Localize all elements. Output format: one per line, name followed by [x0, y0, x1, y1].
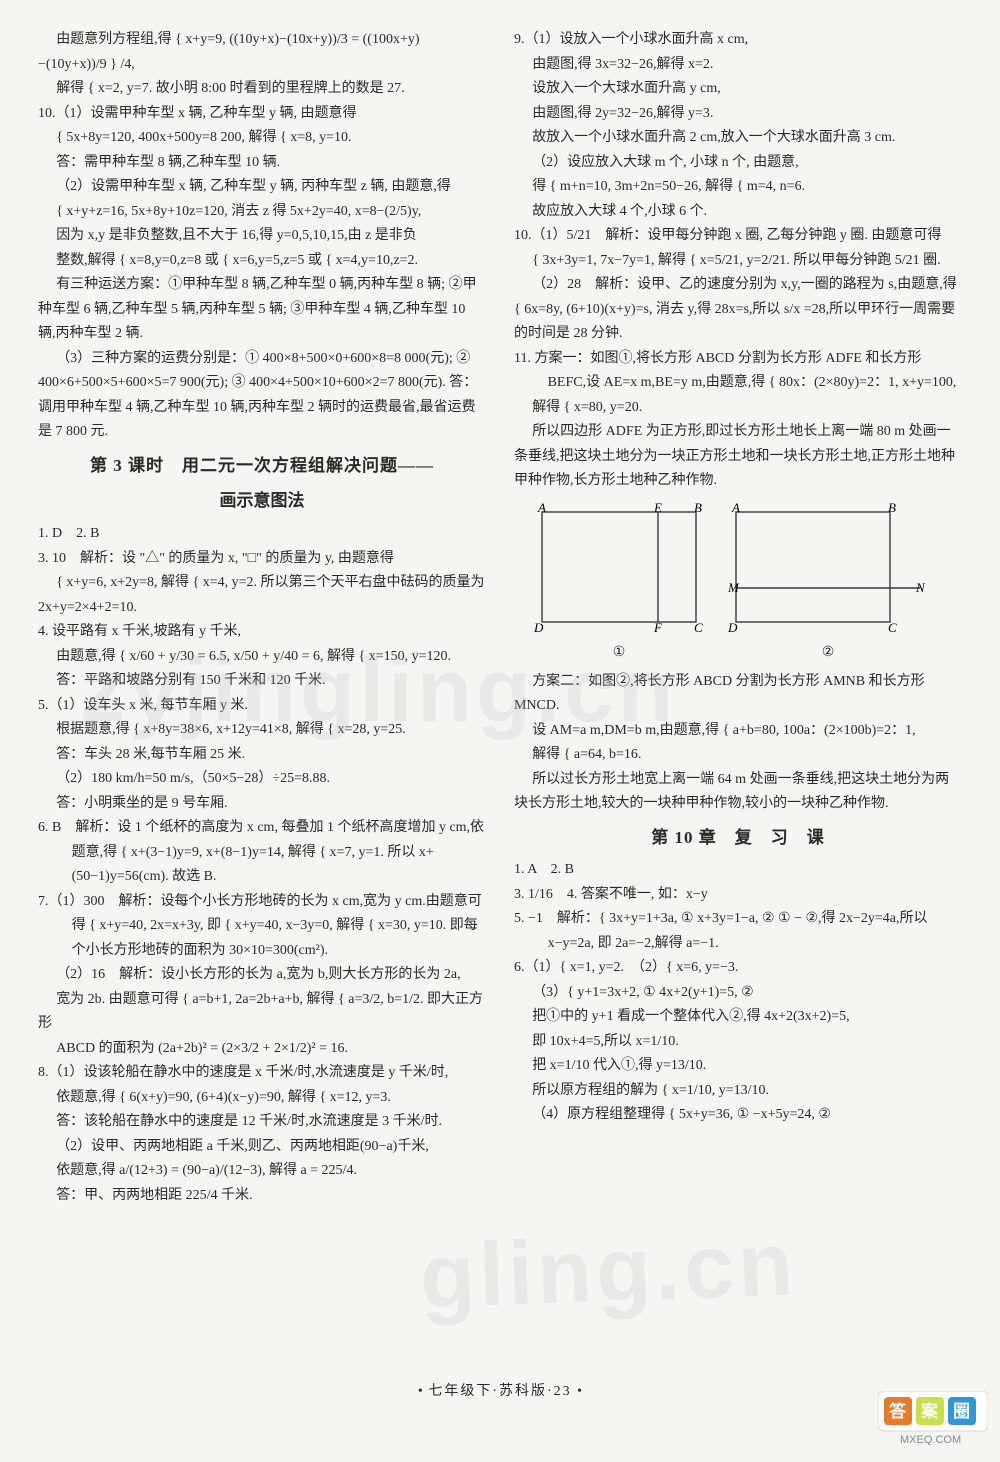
text: 由题意列方程组,得 { x+y=9, ((10y+x)−(10x+y))/3 =…	[38, 28, 486, 77]
text: 整数,解得 { x=8,y=0,z=8 或 { x=6,y=5,z=5 或 { …	[38, 249, 486, 274]
svg-text:A: A	[537, 502, 546, 515]
q8: 8.（1）设该轮船在静水中的速度是 x 千米/时,水流速度是 y 千米/时,	[38, 1061, 486, 1086]
diagram-1-caption: ①	[534, 641, 704, 666]
diagram-2: A B M N D C ②	[728, 502, 928, 666]
svg-text:答: 答	[889, 1401, 907, 1421]
text: 由题意,得 { x/60 + y/30 = 6.5, x/50 + y/40 =…	[38, 645, 486, 670]
rq5: 5. −1 解析：{ 3x+y=1+3a, ① x+3y=1−a, ② ① − …	[514, 907, 962, 956]
text: 即 10x+4=5,所以 x=1/10.	[514, 1030, 962, 1055]
svg-text:圈: 圈	[953, 1402, 970, 1421]
q10-1: 10.（1）设需甲种车型 x 辆, 乙种车型 y 辆, 由题意得	[38, 102, 486, 127]
q4: 4. 设平路有 x 千米,坡路有 y 千米,	[38, 620, 486, 645]
text: 故放入一个小球水面升高 2 cm,放入一个大球水面升高 3 cm.	[514, 126, 962, 151]
text: 所以原方程组的解为 { x=1/10, y=13/10.	[514, 1079, 962, 1104]
svg-text:D: D	[728, 620, 738, 632]
section-subheading: 画示意图法	[38, 486, 486, 516]
text: 宽为 2b. 由题意可得 { a=b+1, 2a=2b+a+b, 解得 { a=…	[38, 988, 486, 1037]
svg-text:C: C	[888, 620, 897, 632]
page: 由题意列方程组,得 { x+y=9, ((10y+x)−(10x+y))/3 =…	[0, 0, 1000, 1400]
q7: 7.（1）300 解析：设每个小长方形地砖的长为 x cm,宽为 y cm.由题…	[38, 890, 486, 964]
text: 得 { m+n=10, 3m+2n=50−26, 解得 { m=4, n=6.	[514, 175, 962, 200]
svg-text:F: F	[653, 620, 663, 632]
text: 答：车头 28 米,每节车厢 25 米.	[38, 743, 486, 768]
q11: 11. 方案一：如图①,将长方形 ABCD 分割为长方形 ADFE 和长方形 B…	[514, 347, 962, 396]
text: { x+y=6, x+2y=8, 解得 { x=4, y=2. 所以第三个天平右…	[38, 571, 486, 620]
text: 设放入一个大球水面升高 y cm,	[514, 77, 962, 102]
rq1: 1. A 2. B	[514, 858, 962, 883]
q5: 5.（1）设车头 x 米, 每节车厢 y 米.	[38, 694, 486, 719]
rq3: 3. 1/16 4. 答案不唯一, 如：x−y	[514, 883, 962, 908]
diagram-2-svg: A B M N D C	[728, 502, 928, 632]
text: （2）设应放入大球 m 个, 小球 n 个, 由题意,	[514, 151, 962, 176]
text: （2）180 km/h=50 m/s,（50×5−28）÷25=8.88.	[38, 767, 486, 792]
q3: 3. 10 解析：设 "△" 的质量为 x, "□" 的质量为 y, 由题意得	[38, 547, 486, 572]
section-heading: 第 3 课时 用二元一次方程组解决问题——	[38, 451, 486, 481]
text: 解得 { x=2, y=7. 故小明 8:00 时看到的里程牌上的数是 27.	[38, 77, 486, 102]
text: 把①中的 y+1 看成一个整体代入②,得 4x+2(3x+2)=5,	[514, 1005, 962, 1030]
svg-text:C: C	[694, 620, 703, 632]
text: 方案二：如图②,将长方形 ABCD 分割为长方形 AMNB 和长方形 MNCD.	[514, 670, 962, 719]
text: 依题意,得 { 6(x+y)=90, (6+4)(x−y)=90, 解得 { x…	[38, 1086, 486, 1111]
text: （2）设甲、丙两地相距 a 千米,则乙、丙两地相距(90−a)千米,	[38, 1135, 486, 1160]
text: （4）原方程组整理得 { 5x+y=36, ① −x+5y=24, ②	[514, 1103, 962, 1128]
page-footer: • 七年级下·苏科版·23 •	[0, 1380, 1000, 1400]
q10r: 10.（1）5/21 解析：设甲每分钟跑 x 圈, 乙每分钟跑 y 圈. 由题意…	[514, 224, 962, 249]
svg-text:A: A	[731, 502, 740, 515]
text: 有三种运送方案：①甲种车型 8 辆,乙种车型 0 辆,丙种车型 8 辆; ②甲种…	[38, 273, 486, 347]
svg-text:M: M	[728, 580, 740, 595]
text: 答：甲、丙两地相距 225/4 千米.	[38, 1184, 486, 1209]
text: { 5x+8y=120, 400x+500y=8 200, 解得 { x=8, …	[38, 126, 486, 151]
review-heading: 第 10 章 复 习 课	[514, 823, 962, 853]
diagram-1: A E B D F C ①	[534, 502, 704, 666]
text: 解得 { x=80, y=20.	[514, 396, 962, 421]
right-column: 9.（1）设放入一个小球水面升高 x cm, 由题图,得 3x=32−26,解得…	[514, 28, 962, 1388]
text: 所以过长方形土地宽上离一端 64 m 处画一条垂线,把这块土地分为两块长方形土地…	[514, 768, 962, 817]
text: （3）{ y+1=3x+2, ① 4x+2(y+1)=5, ②	[514, 981, 962, 1006]
text: 设 AM=a m,DM=b m,由题意,得 { a+b=80, 100a：(2×…	[514, 719, 962, 744]
text: 解得 { a=64, b=16.	[514, 743, 962, 768]
svg-text:案: 案	[920, 1401, 939, 1421]
text: 答：该轮船在静水中的速度是 12 千米/时,水流速度是 3 千米/时.	[38, 1110, 486, 1135]
q9: 9.（1）设放入一个小球水面升高 x cm,	[514, 28, 962, 53]
q1-2: 1. D 2. B	[38, 522, 486, 547]
text: （3）三种方案的运费分别是：① 400×8+500×0+600×8=8 000(…	[38, 347, 486, 445]
text: 因为 x,y 是非负整数,且不大于 16,得 y=0,5,10,15,由 z 是…	[38, 224, 486, 249]
text: （2）28 解析：设甲、乙的速度分别为 x,y,一圈的路程为 s,由题意,得 {…	[514, 273, 962, 347]
diagram-2-caption: ②	[728, 641, 928, 666]
text: ABCD 的面积为 (2a+2b)² = (2×3/2 + 2×1/2)² = …	[38, 1037, 486, 1062]
text: 由题图,得 2y=32−26,解得 y=3.	[514, 102, 962, 127]
diagram-1-svg: A E B D F C	[534, 502, 704, 632]
text: 答：需甲种车型 8 辆,乙种车型 10 辆.	[38, 151, 486, 176]
svg-text:B: B	[888, 502, 896, 515]
text: { x+y+z=16, 5x+8y+10z=120, 消去 z 得 5x+2y=…	[38, 200, 486, 225]
text: 答：小明乘坐的是 9 号车厢.	[38, 792, 486, 817]
text: 故应放入大球 4 个,小球 6 个.	[514, 200, 962, 225]
text: 把 x=1/10 代入①,得 y=13/10.	[514, 1054, 962, 1079]
q6: 6. B 解析：设 1 个纸杯的高度为 x cm, 每叠加 1 个纸杯高度增加 …	[38, 816, 486, 890]
svg-text:N: N	[915, 580, 926, 595]
text: 由题图,得 3x=32−26,解得 x=2.	[514, 53, 962, 78]
diagrams: A E B D F C ① A B M N D C	[534, 502, 962, 666]
svg-text:E: E	[653, 502, 662, 515]
text: { 3x+3y=1, 7x−7y=1, 解得 { x=5/21, y=2/21.…	[514, 249, 962, 274]
text: 所以四边形 ADFE 为正方形,即过长方形土地长上离一端 80 m 处画一条垂线…	[514, 420, 962, 494]
corner-badge: 答 案 圈 MXEQ.COM	[878, 1391, 988, 1450]
text: 根据题意,得 { x+8y=38×6, x+12y=41×8, 解得 { x=2…	[38, 718, 486, 743]
text: （2）16 解析：设小长方形的长为 a,宽为 b,则大长方形的长为 2a,	[38, 963, 486, 988]
corner-url: MXEQ.COM	[900, 1434, 961, 1445]
text: （2）设需甲种车型 x 辆, 乙种车型 y 辆, 丙种车型 z 辆, 由题意,得	[38, 175, 486, 200]
left-column: 由题意列方程组,得 { x+y=9, ((10y+x)−(10x+y))/3 =…	[38, 28, 486, 1388]
svg-text:D: D	[534, 620, 544, 632]
text: 依题意,得 a/(12+3) = (90−a)/(12−3), 解得 a = 2…	[38, 1159, 486, 1184]
footer-text: 七年级下·苏科版·23	[428, 1384, 571, 1399]
corner-badge-svg: 答 案 圈 MXEQ.COM	[878, 1391, 988, 1445]
svg-text:B: B	[694, 502, 702, 515]
text: 答：平路和坡路分别有 150 千米和 120 千米.	[38, 669, 486, 694]
rq6: 6.（1）{ x=1, y=2. （2）{ x=6, y=−3.	[514, 956, 962, 981]
